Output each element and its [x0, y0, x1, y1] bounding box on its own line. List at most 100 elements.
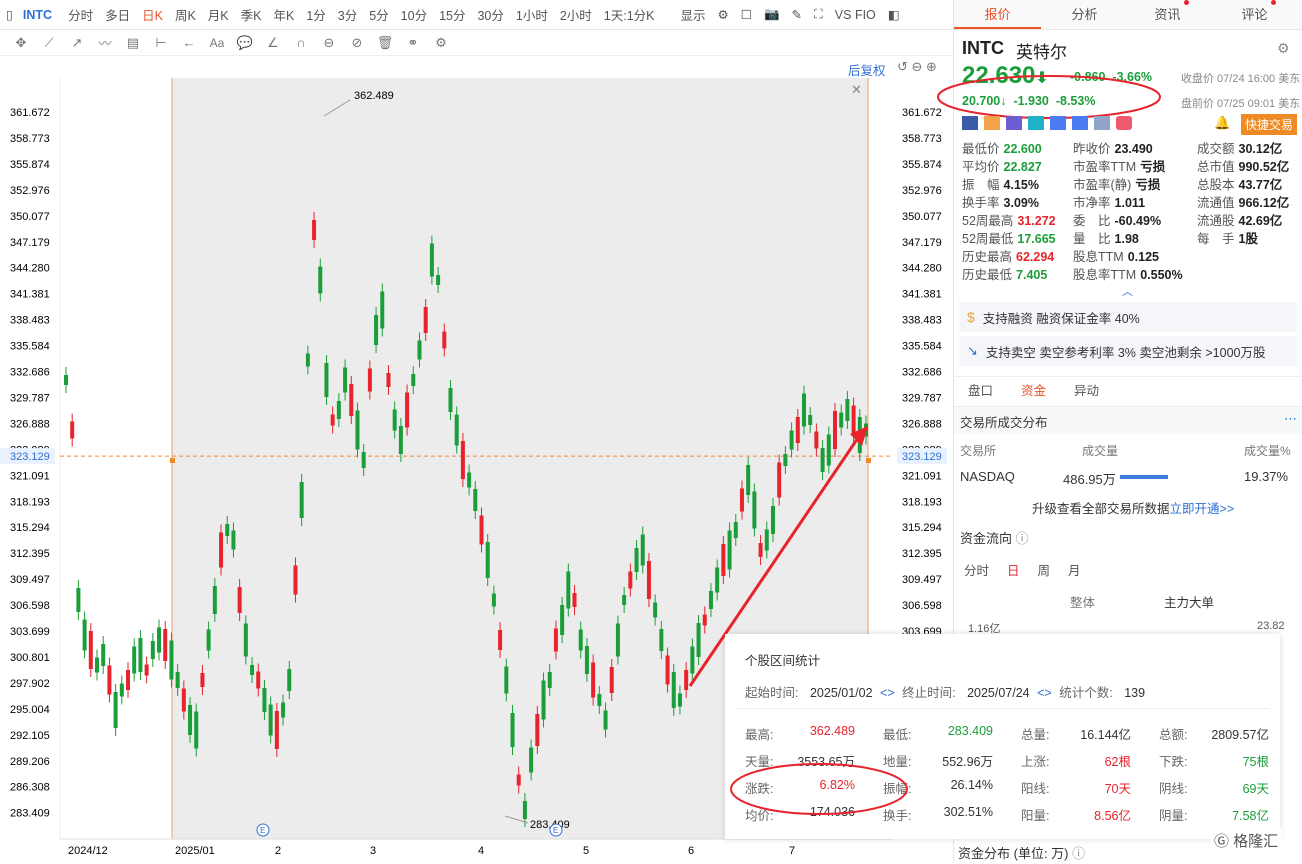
- collapse-icon[interactable]: ︿: [1122, 286, 1133, 298]
- candle-body: [386, 373, 391, 387]
- tab-capital[interactable]: 资金: [1021, 384, 1047, 398]
- wave-tool-icon[interactable]: 〰: [98, 36, 112, 51]
- end-adjust-icon[interactable]: <>: [1037, 686, 1052, 700]
- period-tab[interactable]: 5分: [369, 9, 389, 23]
- angle-tool-icon[interactable]: ∠: [267, 34, 279, 50]
- camera-icon[interactable]: 📷: [763, 7, 780, 21]
- period-tab[interactable]: 1小时: [515, 9, 548, 23]
- stat-key: 昨收价: [1073, 142, 1111, 156]
- candle-body: [299, 482, 304, 518]
- start-adjust-icon[interactable]: <>: [880, 686, 895, 700]
- hide-icon[interactable]: ⊘: [351, 34, 363, 50]
- exchange-name: NASDAQ: [960, 469, 1015, 484]
- badge-icon[interactable]: [1050, 116, 1066, 130]
- lock-icon[interactable]: ⊖: [323, 34, 335, 50]
- restore-rights-label[interactable]: 后复权: [848, 64, 886, 78]
- info-icon[interactable]: ⓘ: [1072, 846, 1086, 861]
- more-icon[interactable]: ⋯: [1284, 411, 1297, 426]
- crosshair-icon[interactable]: ✥: [15, 34, 27, 50]
- badge-icon[interactable]: [1006, 116, 1022, 130]
- info-icon[interactable]: ⓘ: [1015, 531, 1029, 546]
- period-tab[interactable]: 月K: [207, 9, 229, 23]
- line-tool-icon[interactable]: ⟋: [44, 34, 54, 50]
- bookmark-icon[interactable]: [1094, 116, 1110, 130]
- draw-settings-icon[interactable]: ⚙: [435, 34, 447, 50]
- candle-body: [572, 593, 577, 607]
- period-tab[interactable]: 3分: [337, 9, 358, 23]
- badge-icon[interactable]: [1028, 116, 1044, 130]
- favorite-icon[interactable]: [1116, 116, 1132, 130]
- watermark-logo: Ⓖ 格隆汇: [1210, 828, 1283, 853]
- period-tab[interactable]: 30分: [477, 9, 504, 23]
- flow-tab-week[interactable]: 周: [1037, 564, 1051, 578]
- tab-news[interactable]: 资讯: [1128, 0, 1215, 29]
- close-range-icon[interactable]: ✕: [851, 82, 862, 97]
- candle-body: [423, 307, 428, 333]
- candle-body: [733, 522, 738, 538]
- candle-body: [690, 646, 695, 674]
- measure-tool-icon[interactable]: ⊢: [155, 34, 167, 50]
- y-tick-label: 300.801: [10, 652, 50, 664]
- period-tab[interactable]: 分时: [68, 9, 94, 23]
- candlestick-chart[interactable]: 361.672 358.773 355.874 352.976 350.077 347.1…: [0, 56, 953, 861]
- stat-key: 历史最高: [962, 250, 1013, 264]
- checkbox-icon[interactable]: ☐: [740, 8, 752, 22]
- selection-handle[interactable]: [866, 458, 871, 463]
- period-tab[interactable]: 多日: [105, 9, 131, 23]
- arrow-tool-icon[interactable]: ←: [182, 35, 196, 50]
- badge-icon[interactable]: [1072, 116, 1088, 130]
- period-tab[interactable]: 2小时: [559, 9, 592, 23]
- fib-tool-icon[interactable]: ▤: [126, 34, 140, 50]
- short-info[interactable]: ↘ 支持卖空 卖空参考利率 3% 卖空池剩余 >1000万股: [959, 336, 1297, 366]
- period-tab[interactable]: 15分: [439, 9, 466, 23]
- pen-icon[interactable]: ✎: [791, 8, 803, 22]
- event-marker[interactable]: [549, 823, 563, 837]
- sidebar-toggle-icon[interactable]: ◧: [887, 8, 900, 22]
- tab-movement[interactable]: 异动: [1074, 384, 1100, 398]
- settings-icon[interactable]: ⚙: [717, 8, 729, 22]
- settings-icon[interactable]: ⚙: [1277, 40, 1290, 56]
- flow-sub-main[interactable]: 主力大单: [1164, 596, 1215, 610]
- exchange-volume-bar: [1120, 475, 1168, 479]
- tab-quote[interactable]: 报价: [954, 0, 1041, 29]
- margin-info[interactable]: $ 支持融资 融资保证金率 40%: [959, 302, 1297, 332]
- candle-body: [101, 644, 106, 666]
- tab-orderbook[interactable]: 盘口: [968, 384, 994, 398]
- link-icon[interactable]: ⚭: [407, 34, 419, 50]
- period-tab[interactable]: 日K: [142, 9, 163, 23]
- zoom-controls-icon[interactable]: ↺ ⊖ ⊕: [897, 59, 937, 74]
- quick-trade-button[interactable]: 快捷交易: [1241, 114, 1298, 135]
- comment-tool-icon[interactable]: 💬: [236, 34, 254, 50]
- period-tab[interactable]: 1天:1分K: [603, 9, 655, 23]
- tab-analysis[interactable]: 分析: [1071, 7, 1098, 22]
- event-marker[interactable]: [256, 823, 270, 837]
- bell-icon[interactable]: 🔔: [1214, 115, 1231, 130]
- selection-handle[interactable]: [170, 458, 175, 463]
- magnet-icon[interactable]: ∩: [296, 35, 306, 50]
- flow-sub-all[interactable]: 整体: [1070, 596, 1096, 610]
- stats-value: 70天: [1104, 782, 1131, 796]
- stat-value: 42.69亿: [1238, 214, 1283, 228]
- flow-tab-day[interactable]: 日: [1007, 564, 1020, 578]
- flow-tab-intraday[interactable]: 分时: [964, 564, 990, 578]
- period-tab[interactable]: 10分: [400, 9, 428, 23]
- delete-icon[interactable]: 🗑: [376, 34, 394, 50]
- indicator-label[interactable]: VS FIO: [834, 7, 876, 22]
- display-menu[interactable]: 显示: [680, 9, 706, 23]
- upgrade-link[interactable]: 立即开通>>: [1169, 502, 1235, 516]
- period-tab[interactable]: 周K: [174, 9, 196, 23]
- y-tick-label-right: 341.381: [902, 289, 942, 301]
- badge-icon[interactable]: [984, 116, 1000, 130]
- period-tab[interactable]: 1分: [306, 9, 326, 23]
- symbol-label[interactable]: INTC: [22, 7, 53, 22]
- ray-tool-icon[interactable]: ↗: [71, 34, 83, 50]
- candle-body: [485, 542, 490, 578]
- panel-icon[interactable]: ▯: [6, 8, 13, 22]
- text-tool-icon[interactable]: Aa: [209, 35, 225, 50]
- stats-key: 涨跌:: [745, 782, 774, 796]
- flow-tab-month[interactable]: 月: [1068, 564, 1081, 578]
- tab-comments[interactable]: 评论: [1215, 0, 1302, 29]
- fullscreen-icon[interactable]: ⛶: [814, 7, 823, 21]
- period-tab[interactable]: 季K: [240, 9, 262, 23]
- period-tab[interactable]: 年K: [273, 9, 295, 23]
